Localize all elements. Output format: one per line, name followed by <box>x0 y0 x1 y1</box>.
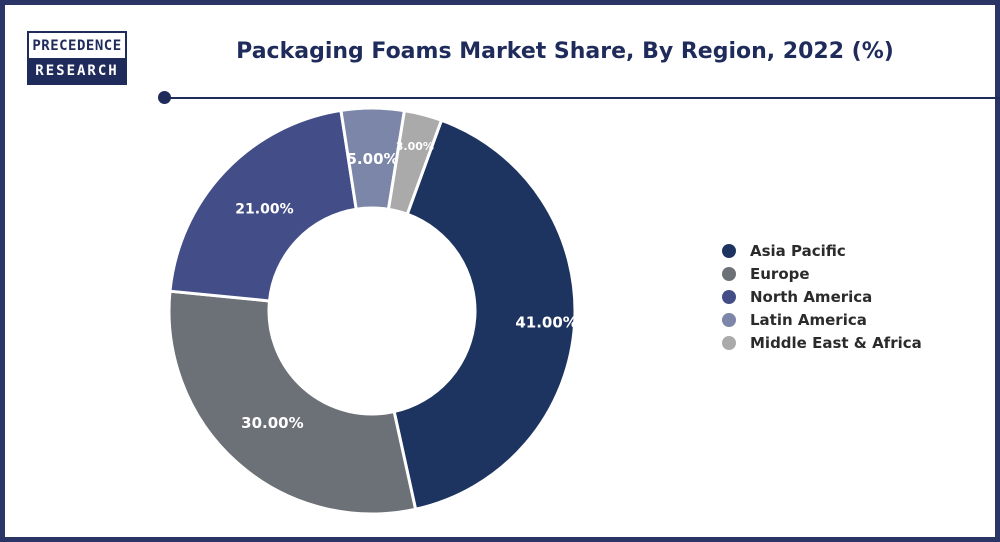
slice-europe <box>167 289 418 516</box>
legend-label: Latin America <box>750 310 867 329</box>
slice-middle-east-africa <box>386 108 444 217</box>
legend-label: Asia Pacific <box>750 241 846 260</box>
brand-logo-top: PRECEDENCE <box>29 33 125 58</box>
chart-legend: Asia Pacific Europe North America Latin Ame… <box>722 239 922 354</box>
title-rule-line <box>165 97 1000 99</box>
title-rule-dot <box>158 91 171 104</box>
legend-item-middle-east-africa: Middle East & Africa <box>722 331 922 354</box>
slice-label-europe: 30.00% <box>241 414 303 432</box>
legend-label: Middle East & Africa <box>750 333 922 352</box>
brand-logo: PRECEDENCE RESEARCH <box>27 31 127 85</box>
legend-item-north-america: North America <box>722 285 922 308</box>
slice-north-america <box>168 108 358 303</box>
legend-swatch <box>722 335 736 350</box>
legend-swatch <box>722 266 736 281</box>
slice-label-latin-america: 5.00% <box>347 150 399 168</box>
legend-swatch <box>722 312 736 327</box>
chart-title: Packaging Foams Market Share, By Region,… <box>236 39 894 64</box>
legend-item-asia-pacific: Asia Pacific <box>722 239 922 262</box>
legend-label: Europe <box>750 264 810 283</box>
slice-label-middle-east-africa: 3.00% <box>396 140 434 153</box>
slice-asia-pacific <box>392 118 577 512</box>
legend-item-latin-america: Latin America <box>722 308 922 331</box>
legend-label: North America <box>750 287 873 306</box>
brand-logo-bottom: RESEARCH <box>29 58 125 83</box>
slice-label-asia-pacific: 41.00% <box>515 314 577 332</box>
legend-swatch <box>722 289 736 304</box>
legend-swatch <box>722 243 736 258</box>
legend-item-europe: Europe <box>722 262 922 285</box>
slice-label-north-america: 21.00% <box>235 201 293 217</box>
